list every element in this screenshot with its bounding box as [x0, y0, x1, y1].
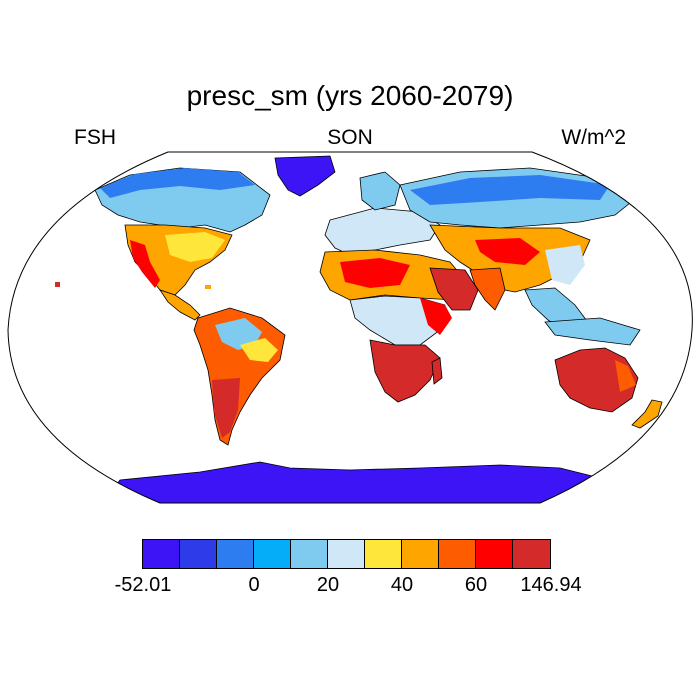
east-africa-region	[420, 298, 452, 335]
scandinavia-region	[359, 171, 401, 211]
patagonia-region	[212, 378, 240, 438]
central-asia-hotspot	[475, 238, 540, 265]
amazon-cool-region	[215, 318, 262, 350]
map-border	[7, 151, 693, 504]
colorbar-cell	[143, 540, 180, 568]
colorbar-cell	[402, 540, 439, 568]
south-africa-region	[369, 339, 441, 403]
land-layer	[55, 155, 663, 503]
east-asia-region	[545, 245, 585, 285]
colorbar-tick-label: 60	[464, 574, 488, 596]
madagascar-region	[431, 357, 443, 385]
siberia-band	[410, 175, 610, 205]
caribbean-island	[205, 285, 211, 289]
colorbar-cell	[180, 540, 217, 568]
colorbar-tick-label: 20	[316, 574, 340, 596]
colorbar-tick-label: 0	[248, 574, 260, 596]
greenland-region	[274, 155, 336, 197]
units-label: W/m^2	[561, 126, 626, 149]
central-africa-region	[349, 295, 446, 346]
sahara-hotspot	[340, 258, 410, 288]
indonesia-region	[544, 317, 641, 346]
central-america-region	[159, 289, 201, 321]
colorbar-cell	[254, 540, 291, 568]
colorbar-cell	[513, 540, 550, 568]
europe-region	[324, 207, 441, 256]
hawaii-island	[55, 282, 60, 287]
colorbar-tick-label: 40	[390, 574, 414, 596]
colorbar-cell	[365, 540, 402, 568]
colorbar-tick-label: 146.94	[520, 574, 582, 596]
amazon-yellow-region	[240, 338, 278, 362]
colorbar	[142, 539, 551, 569]
antarctica-region	[99, 461, 621, 503]
map-title: presc_sm (yrs 2060-2079)	[186, 80, 514, 111]
colorbar-cell	[328, 540, 365, 568]
colorbar-tick-label: -52.01	[114, 574, 172, 596]
australia-east-region	[615, 360, 636, 392]
center-subtitle: SON	[327, 126, 373, 149]
colorbar-cell	[217, 540, 254, 568]
north-america-arctic-band	[100, 168, 255, 198]
colorbar-cell	[439, 540, 476, 568]
colorbar-cell	[476, 540, 513, 568]
new-zealand-region	[631, 399, 663, 429]
colorbar-cell	[291, 540, 328, 568]
arabia-region	[429, 267, 479, 311]
mexico-hotspot	[130, 240, 160, 288]
left-subtitle: FSH	[74, 126, 116, 149]
usa-east-region	[165, 232, 225, 262]
